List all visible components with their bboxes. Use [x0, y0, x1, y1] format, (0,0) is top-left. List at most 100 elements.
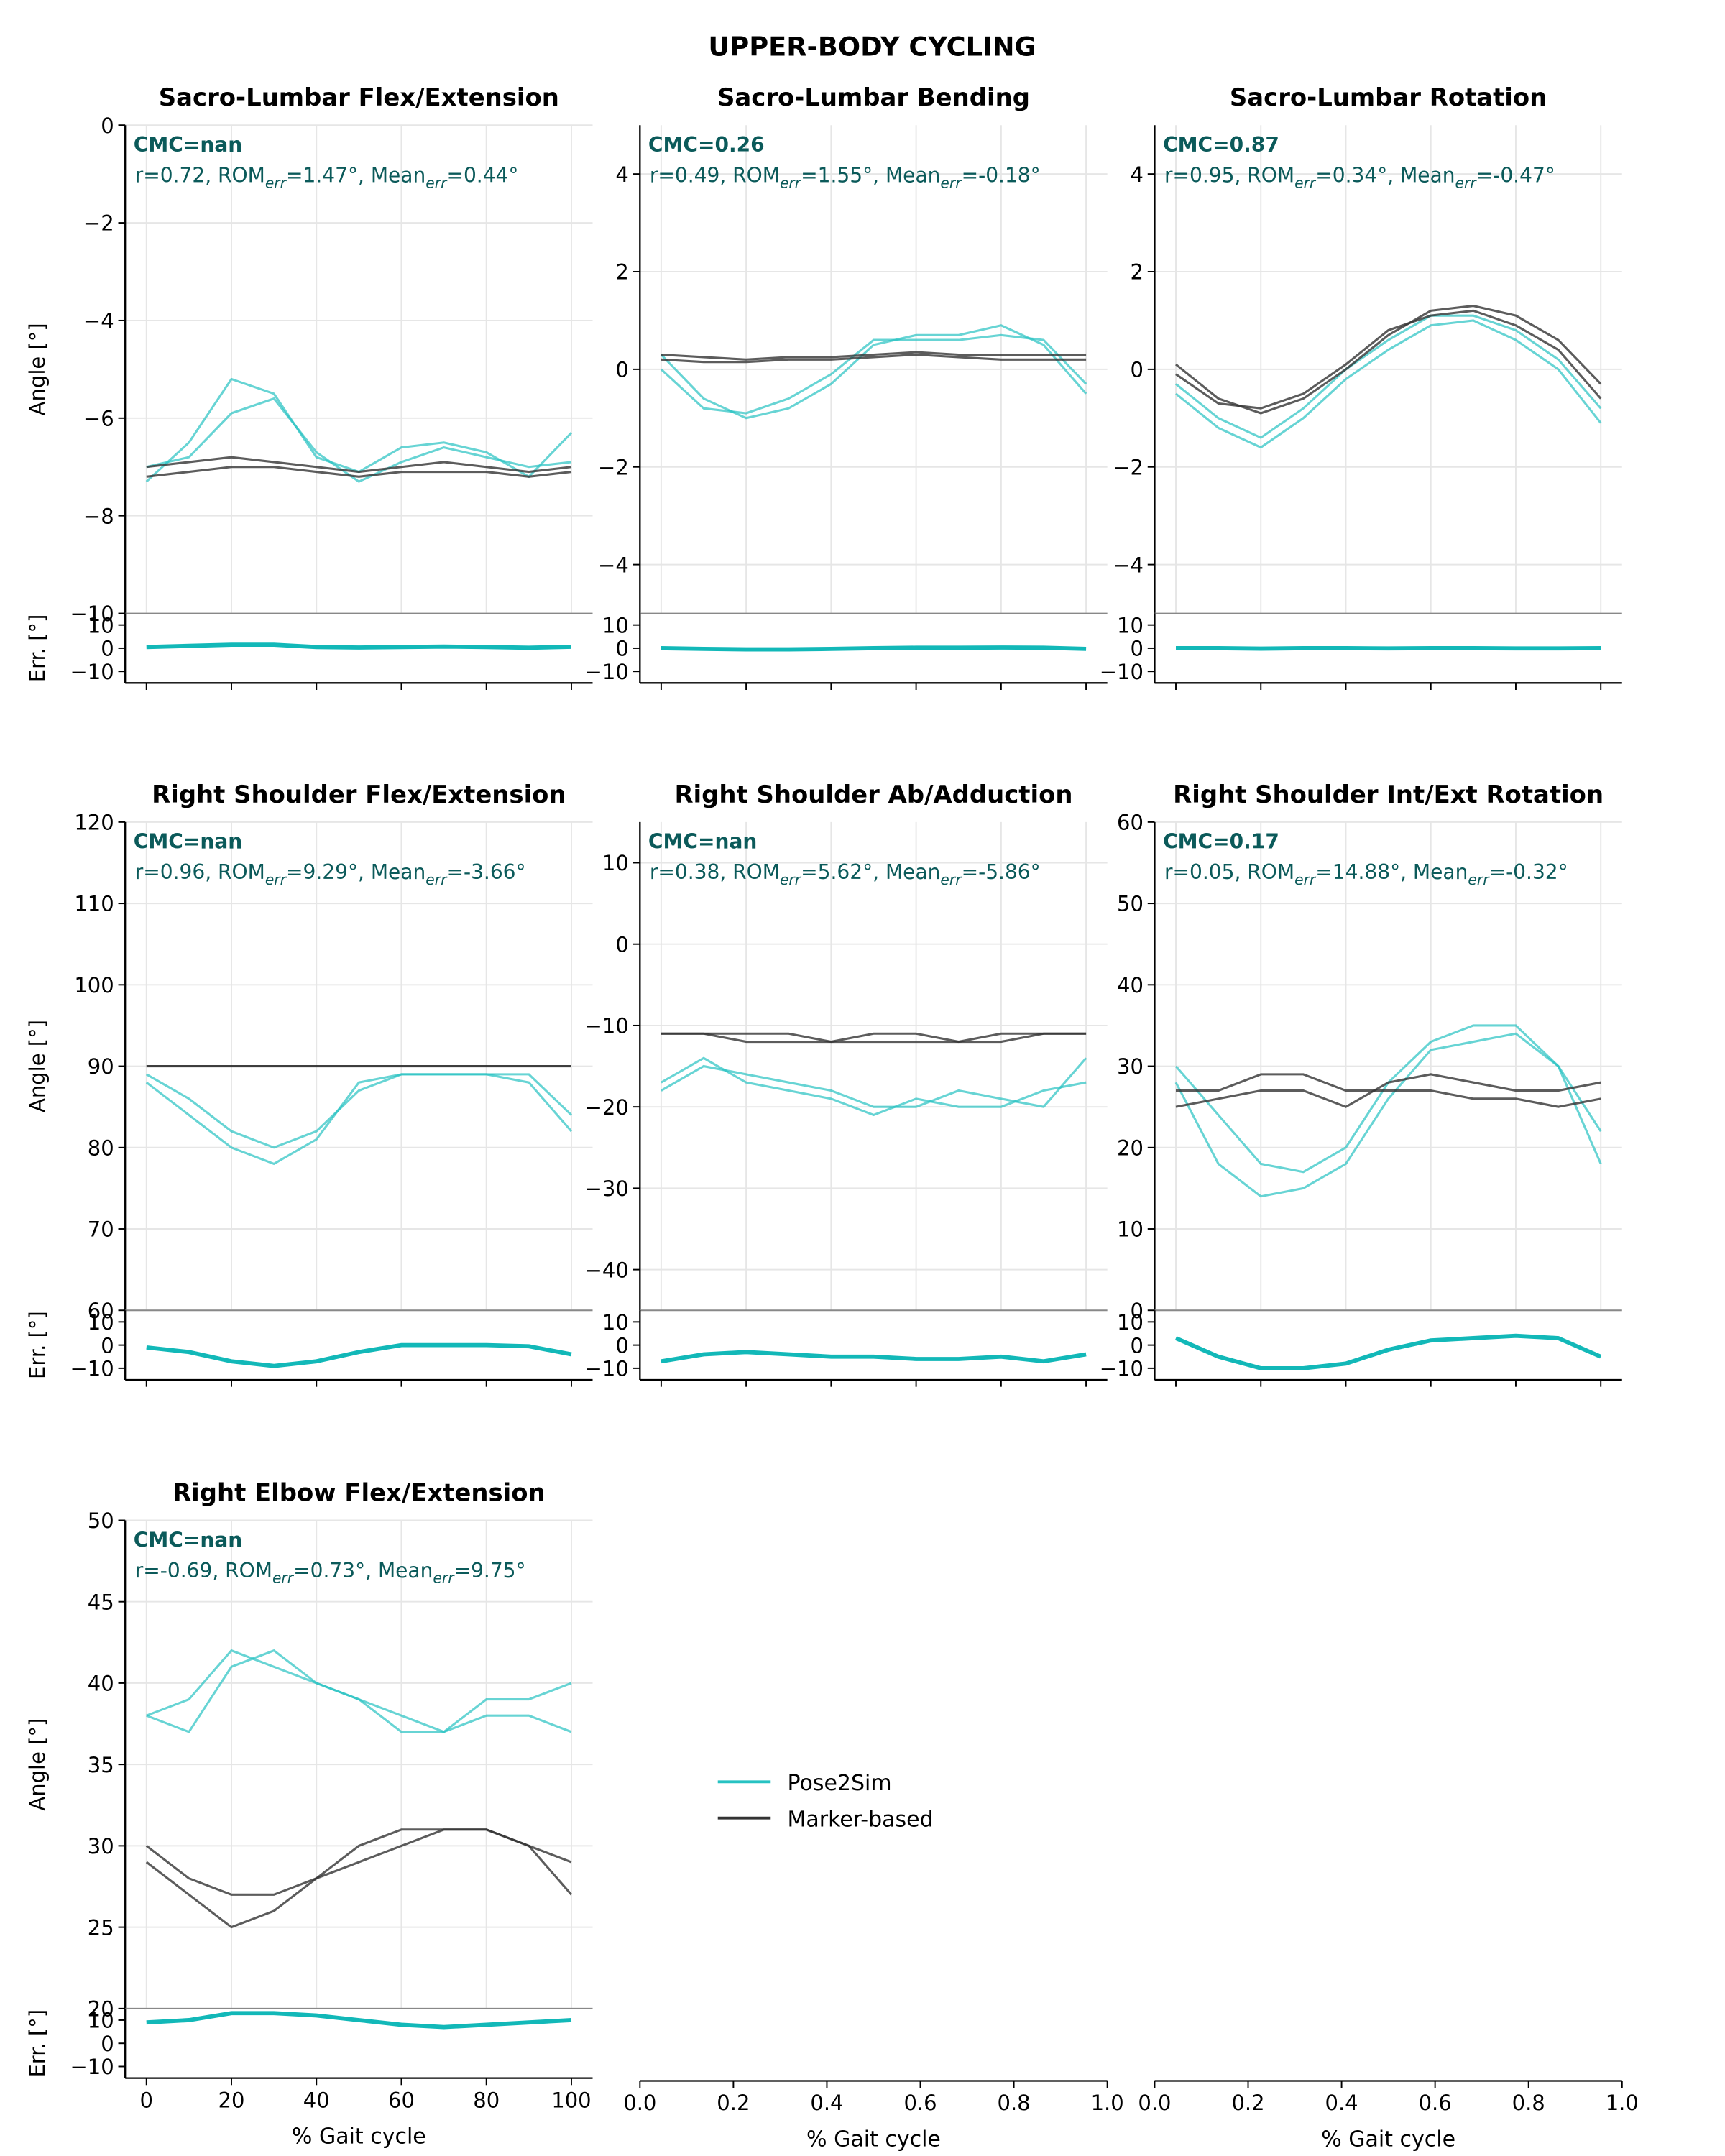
stats-part: =5.62°, Mean — [801, 860, 940, 884]
curve — [661, 1056, 1087, 1117]
x-tick-label: 0.4 — [1325, 2091, 1358, 2115]
y-tick-label: −30 — [585, 1176, 629, 1201]
x-tick-label: 80 — [473, 2088, 500, 2112]
stats-part: =-0.47° — [1476, 164, 1555, 188]
y-tick-label: 0 — [101, 1333, 114, 1358]
stats-part: err — [1294, 174, 1317, 191]
y-tick-label: −4 — [598, 553, 629, 577]
stats-part: err — [426, 871, 448, 888]
curve — [661, 1032, 1087, 1044]
x-tick-label: 0.6 — [903, 2091, 937, 2115]
y-tick-label: −4 — [1113, 553, 1144, 577]
y-tick-label: 4 — [1130, 162, 1143, 187]
y-axis-label: Err. [°] — [25, 1311, 50, 1379]
y-axis-label: Err. [°] — [25, 2009, 50, 2078]
x-tick-label: 0.8 — [1512, 2091, 1545, 2115]
y-tick-label: 10 — [1117, 1217, 1144, 1242]
curve — [146, 1649, 572, 1733]
y-tick-label: 10 — [1117, 613, 1144, 637]
cmc-label: CMC=0.26 — [648, 133, 765, 157]
error-line — [146, 1342, 572, 1368]
y-tick-label: 2 — [1130, 260, 1143, 285]
y-tick-label: 40 — [88, 1672, 114, 1696]
stats-part: =0.44° — [446, 164, 518, 188]
stats-part: err — [433, 1570, 455, 1587]
stats-part: =9.29°, Mean — [286, 860, 426, 884]
y-tick-label: 100 — [74, 973, 114, 998]
cmc-label: CMC=nan — [134, 1528, 242, 1552]
y-tick-label: 0 — [615, 932, 628, 957]
y-tick-label: 50 — [1117, 892, 1144, 916]
chart-title: Sacro-Lumbar Bending — [717, 83, 1030, 111]
y-tick-label: −10 — [70, 602, 114, 626]
y-tick-label: 0 — [101, 637, 114, 661]
y-tick-label: 35 — [88, 1753, 114, 1777]
cmc-label: CMC=0.17 — [1163, 830, 1279, 854]
y-tick-label: −2 — [598, 455, 629, 479]
y-tick-label: −6 — [83, 406, 114, 430]
y-tick-label: −20 — [585, 1095, 629, 1120]
chart-title: Right Shoulder Int/Ext Rotation — [1173, 780, 1604, 808]
y-tick-label: 80 — [88, 1135, 114, 1160]
stats-part: r=0.72, ROM — [135, 164, 265, 188]
y-tick-label: 0 — [1130, 358, 1143, 382]
curve — [145, 1073, 573, 1149]
stats-part: r=-0.69, ROM — [135, 1559, 272, 1583]
y-tick-label: 90 — [88, 1054, 114, 1079]
stats-label: r=0.96, ROMerr=9.29°, Meanerr=-3.66° — [135, 860, 526, 888]
y-tick-label: 0 — [1130, 1299, 1143, 1323]
y-tick-label: 2 — [615, 260, 628, 285]
y-tick-label: −8 — [83, 504, 114, 528]
curve — [145, 1073, 573, 1166]
curve — [1175, 304, 1602, 415]
stats-part: r=0.96, ROM — [135, 860, 265, 884]
stats-label: r=0.05, ROMerr=14.88°, Meanerr=-0.32° — [1164, 860, 1568, 888]
y-tick-label: 0 — [1130, 637, 1143, 661]
curve — [146, 397, 572, 483]
curve — [1175, 309, 1602, 410]
curve — [1175, 1073, 1601, 1108]
y-tick-label: −10 — [1100, 660, 1144, 684]
chart-title: Sacro-Lumbar Flex/Extension — [159, 83, 559, 111]
curve — [661, 1032, 1087, 1044]
cmc-label: CMC=nan — [134, 133, 242, 157]
y-tick-label: 50 — [88, 1508, 114, 1533]
stats-part: err — [1455, 174, 1478, 191]
y-tick-label: 10 — [602, 851, 629, 875]
stats-part: err — [265, 871, 288, 888]
y-axis-label: Angle [°] — [25, 1020, 50, 1112]
stats-label: r=0.72, ROMerr=1.47°, Meanerr=0.44° — [135, 164, 519, 192]
error-line — [146, 2011, 572, 2030]
curve — [145, 1828, 572, 1929]
curve — [145, 377, 573, 483]
y-tick-label: 10 — [88, 613, 114, 637]
x-tick-label: 0.8 — [998, 2091, 1031, 2115]
y-tick-label: 10 — [602, 1310, 629, 1335]
y-tick-label: 45 — [88, 1590, 114, 1614]
chart-title: Right Shoulder Flex/Extension — [152, 780, 566, 808]
stats-part: =9.75° — [454, 1559, 526, 1583]
curve — [1175, 319, 1602, 449]
x-tick-label: 1.0 — [1091, 2091, 1124, 2115]
chart-title: Sacro-Lumbar Rotation — [1230, 83, 1547, 111]
stats-part: r=0.38, ROM — [650, 860, 780, 884]
curve — [146, 466, 572, 478]
legend-label: Marker-based — [787, 1807, 933, 1832]
cmc-label: CMC=nan — [648, 830, 757, 854]
y-tick-label: 0 — [615, 1333, 628, 1358]
x-tick-label: 1.0 — [1606, 2091, 1639, 2115]
stats-label: r=0.95, ROMerr=0.34°, Meanerr=-0.47° — [1164, 164, 1555, 192]
y-tick-label: −2 — [1113, 455, 1144, 479]
x-tick-label: 0.6 — [1419, 2091, 1452, 2115]
stats-part: =-0.32° — [1489, 860, 1568, 884]
stats-label: r=-0.69, ROMerr=0.73°, Meanerr=9.75° — [135, 1559, 526, 1587]
x-axis-label: % Gait cycle — [1321, 2127, 1455, 2152]
stats-part: err — [940, 174, 962, 191]
stats-part: err — [780, 871, 802, 888]
stats-part: err — [272, 1570, 295, 1587]
y-tick-label: −10 — [70, 1357, 114, 1381]
y-tick-label: 0 — [101, 2032, 114, 2056]
curve — [146, 456, 572, 474]
curve — [1176, 1073, 1601, 1108]
